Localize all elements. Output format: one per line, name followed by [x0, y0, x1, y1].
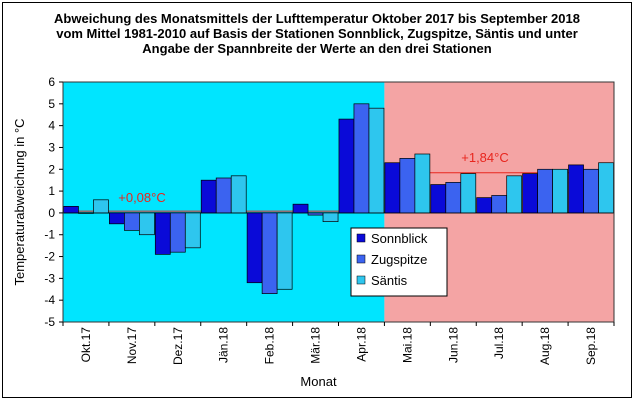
legend-swatch	[356, 275, 366, 285]
bar	[552, 168, 568, 214]
bar	[63, 206, 79, 214]
x-tick-label: Apr.18	[354, 327, 368, 362]
bar	[583, 168, 599, 214]
bar	[476, 197, 493, 214]
bar	[200, 179, 217, 214]
y-axis-title: Temperaturabweichung in °C	[12, 118, 27, 285]
chart-title-line-2: vom Mittel 1981-2010 auf Basis der Stati…	[56, 26, 578, 41]
x-tick-label: Jul.18	[492, 327, 506, 359]
y-tick-label: 2	[48, 162, 55, 176]
bar	[368, 107, 385, 214]
y-tick-label: 4	[48, 119, 55, 133]
x-tick-label: Sep.18	[584, 327, 598, 365]
bar	[568, 164, 584, 214]
bar	[184, 212, 201, 249]
y-tick-label: 3	[48, 140, 55, 154]
bar	[292, 203, 309, 214]
bar	[154, 212, 171, 255]
x-tick-label: Nov.17	[125, 327, 139, 364]
bar	[353, 103, 370, 214]
x-tick-label: Okt.17	[79, 327, 93, 363]
bar	[460, 173, 477, 214]
bar	[276, 212, 293, 290]
x-tick-label: Dez.17	[171, 327, 185, 365]
bar	[78, 212, 94, 214]
legend-box	[350, 227, 448, 297]
y-tick-label: 1	[48, 184, 55, 198]
y-tick-label: 5	[48, 97, 55, 111]
y-tick-label: -4	[44, 293, 55, 307]
bar	[139, 212, 155, 236]
period-annotation-0: +0,08°C	[118, 190, 165, 205]
bar	[399, 158, 416, 214]
bar	[169, 212, 186, 253]
x-tick-label: Mär.18	[309, 327, 323, 364]
y-tick-label: -3	[44, 271, 55, 285]
x-tick-label: Feb.18	[263, 327, 277, 365]
chart-title-line-1: Abweichung des Monatsmittels der Lufttem…	[54, 11, 580, 26]
bar	[384, 162, 401, 214]
bar	[414, 153, 431, 214]
bar	[598, 162, 614, 214]
x-tick-label: Aug.18	[538, 327, 552, 365]
y-tick-label: -2	[44, 250, 55, 264]
y-tick-label: 0	[48, 206, 55, 220]
x-tick-label: Jun.18	[446, 327, 460, 363]
bar	[522, 173, 538, 214]
legend-label: Zugspitze	[371, 252, 427, 267]
y-tick-label: -1	[44, 228, 55, 242]
bar	[215, 177, 232, 214]
bar	[445, 182, 462, 214]
bar	[506, 175, 523, 214]
legend-swatch	[356, 233, 366, 243]
bar	[261, 212, 278, 294]
legend-label: Sonnblick	[371, 231, 428, 246]
chart-title-line-3: Angabe der Spannbreite der Werte an den …	[142, 41, 492, 56]
bar	[537, 168, 553, 214]
bar	[491, 195, 508, 214]
bar	[124, 212, 140, 231]
legend-swatch	[356, 254, 366, 264]
y-tick-label: 6	[48, 75, 55, 89]
bar	[246, 212, 263, 284]
bar	[109, 212, 125, 225]
bar	[230, 175, 247, 214]
y-tick-label: -5	[44, 315, 55, 329]
x-axis-title: Monat	[300, 374, 337, 389]
bar	[307, 212, 324, 216]
x-tick-label: Mai.18	[400, 327, 414, 363]
bar	[93, 199, 109, 214]
legend-label: Säntis	[371, 273, 408, 288]
x-tick-label: Jän.18	[217, 327, 231, 363]
bar	[338, 118, 355, 214]
bar	[430, 184, 447, 214]
period-annotation-1: +1,84°C	[461, 150, 508, 165]
bar	[322, 212, 339, 222]
